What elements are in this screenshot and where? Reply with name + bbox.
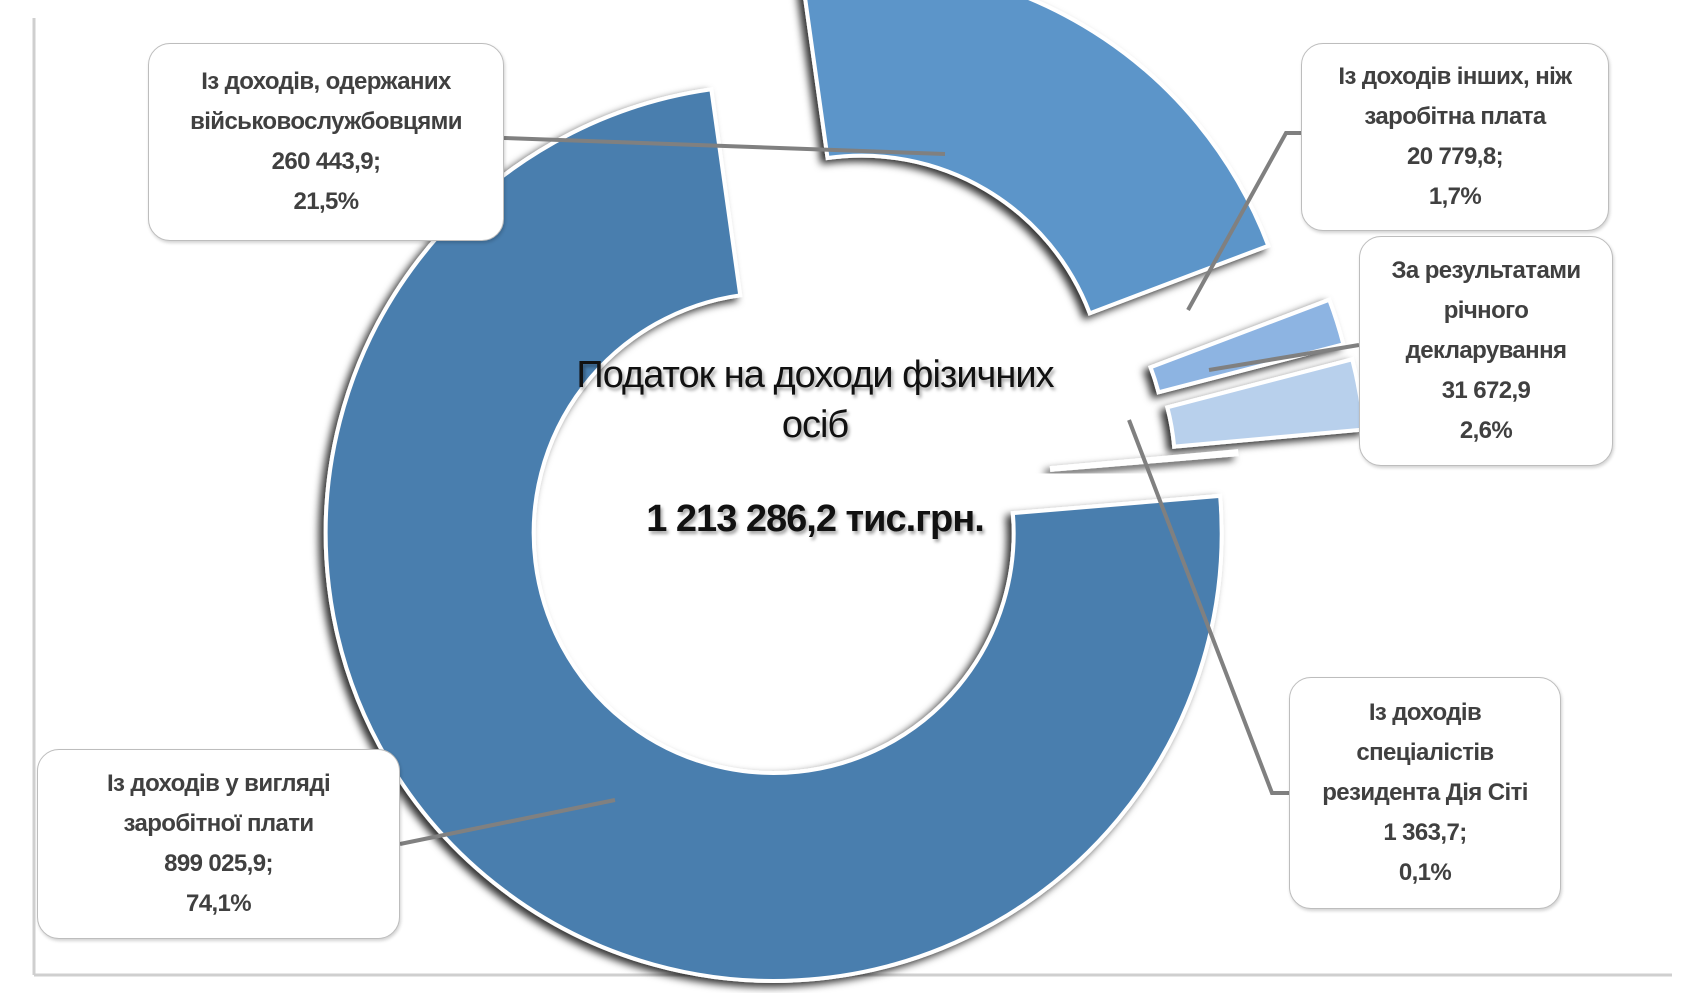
slice-label-3: За результатами річного декларування 31 672… xyxy=(1359,236,1613,466)
slice-label-text: річного xyxy=(1443,297,1529,324)
slice-label-text: Із доходів xyxy=(1368,699,1482,726)
donut-slice-3 xyxy=(1164,356,1367,449)
slice-label-text: спеціалістів xyxy=(1356,739,1494,766)
slice-value: 31 672,9 xyxy=(1441,377,1531,404)
leader-line-4 xyxy=(1127,419,1289,795)
slice-value: 899 025,9; xyxy=(164,850,273,877)
slice-label-2: Із доходів інших, ніж заробітна плата 20 7… xyxy=(1301,43,1609,231)
slice-percent: 74,1% xyxy=(185,890,252,917)
slice-value: 260 443,9; xyxy=(271,148,381,175)
slice-label-text: Із доходів інших, ніж xyxy=(1338,63,1572,90)
slice-percent: 2,6% xyxy=(1459,417,1513,444)
slice-label-1: Із доходів, одержаних військовослужбовцям… xyxy=(148,43,504,241)
slice-value: 1 363,7; xyxy=(1383,819,1467,846)
slice-label-text: За результатами xyxy=(1391,257,1581,284)
leader-line-1 xyxy=(503,136,946,156)
leader-line-3 xyxy=(1208,343,1360,372)
center-label: Податок на доходи фізичних осіб 1 213 28… xyxy=(555,350,1075,541)
slice-label-text: Із доходів у вигляді xyxy=(106,770,331,797)
slice-label-4: Із доходів спеціалістів резидента Дія Сіті… xyxy=(1289,677,1561,909)
leader-line-2 xyxy=(1186,131,1301,311)
slice-label-text: заробітної плати xyxy=(123,810,314,837)
donut-slice-1 xyxy=(803,0,1271,316)
slice-label-0: Із доходів у вигляді заробітної плати 899 … xyxy=(37,749,400,939)
donut-slice-2 xyxy=(1147,297,1346,395)
slice-label-text: резидента Дія Сіті xyxy=(1322,779,1528,806)
slice-label-text: заробітна плата xyxy=(1364,103,1546,130)
slice-value: 20 779,8; xyxy=(1406,143,1504,170)
slice-percent: 21,5% xyxy=(293,188,359,215)
slice-label-text: Із доходів, одержаних xyxy=(201,68,451,95)
slice-percent: 1,7% xyxy=(1428,183,1482,210)
chart-title: Податок на доходи фізичних осіб xyxy=(576,354,1054,446)
slice-label-text: військовослужбовцями xyxy=(190,108,462,135)
chart-total: 1 213 286,2 тис.грн. xyxy=(646,498,985,540)
leader-line-0 xyxy=(399,798,616,846)
slice-percent: 0,1% xyxy=(1398,859,1452,886)
slice-label-text: декларування xyxy=(1405,337,1567,364)
